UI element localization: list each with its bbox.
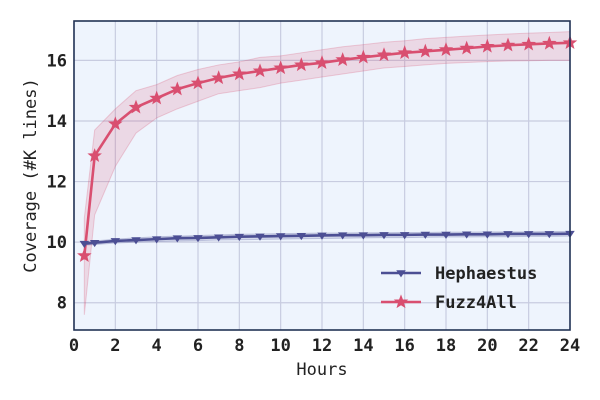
x-tick-label: 0 [69,336,79,356]
fuzz4all-point [170,81,185,96]
hephaestus-point [89,239,100,248]
legend-marker-hephaestus [396,270,406,278]
y-tick-label: 10 [47,233,67,253]
legend-label-hephaestus: Hephaestus [435,264,537,284]
fuzz4all-point [294,57,309,72]
fuzz4all-point [314,55,330,69]
hephaestus-point [255,233,265,241]
fuzz4all-point [459,40,474,55]
fuzz4all-point [211,70,226,85]
x-tick-label: 16 [394,336,414,356]
y-tick-label: 8 [57,294,67,314]
hephaestus-point [337,232,348,240]
hephaestus-point [358,232,369,240]
fuzz4all-point [77,248,92,262]
x-tick-label: 20 [477,336,497,356]
plot-frame [73,20,571,331]
fuzz4all-point [335,52,350,66]
fuzz4all-point [87,148,102,162]
series-markers [77,35,578,262]
fuzz4all-point [397,45,412,59]
fuzz4all-point [190,75,206,90]
hephaestus-point [131,237,141,245]
hephaestus-point [317,232,327,240]
x-tick-label: 6 [193,336,203,356]
x-tick-label: 22 [518,336,538,356]
legend: Hephaestus Fuzz4All [381,264,537,313]
x-tick-label: 24 [560,336,580,356]
legend-label-fuzz4all: Fuzz4All [435,293,517,313]
hephaestus-point [399,232,410,240]
hephaestus-point [544,231,555,239]
fuzz4all-point [542,35,557,50]
fuzz4all-point [500,37,516,52]
y-axis-label: Coverage (#K lines) [21,78,41,272]
hephaestus-point [420,231,431,239]
hephaestus-point [275,233,286,241]
fuzz4all-point [273,60,288,75]
fuzz4all-point [149,90,164,105]
fuzz4all-point [232,66,247,81]
plot-border [73,20,571,331]
x-tick-label: 4 [152,336,162,356]
hephaestus-point [523,231,534,239]
x-tick-labels: 0 2 4 6 8 10 12 14 16 18 20 22 24 [69,336,580,356]
hephaestus-point [172,235,183,243]
x-tick-label: 2 [110,336,120,356]
y-tick-label: 14 [47,112,67,132]
hephaestus-point [151,236,162,244]
x-tick-label: 14 [353,336,373,356]
x-tick-label: 12 [312,336,332,356]
hephaestus-point [234,233,245,242]
y-tick-label: 12 [47,173,67,193]
fuzz4all-point [128,99,144,114]
x-axis-label: Hours [296,360,347,380]
fuzz4all-point [376,47,392,62]
hephaestus-point [213,234,224,242]
hephaestus-point [110,238,121,246]
hephaestus-point [482,231,493,239]
fuzz4all-point [480,38,495,53]
fuzz4all-point [521,36,536,51]
y-tick-labels: 8 10 12 14 16 [47,51,67,313]
hephaestus-point [441,231,451,239]
x-tick-label: 18 [436,336,456,356]
fuzz4all-point [356,49,371,64]
hephaestus-point [193,235,203,243]
hephaestus-point [379,232,389,240]
fuzz4all-point [418,43,433,58]
x-tick-label: 8 [234,336,244,356]
grid [73,21,571,330]
fuzz4all-point [252,63,268,78]
fuzz4all-point [108,116,123,131]
legend-marker-fuzz4all [393,294,409,309]
hephaestus-point [296,232,307,241]
hephaestus-point [79,240,90,248]
y-tick-label: 16 [47,51,67,71]
hephaestus-point [503,231,513,239]
hephaestus-point [461,231,472,239]
fuzz4all-point [438,42,454,56]
x-tick-label: 10 [270,336,290,356]
